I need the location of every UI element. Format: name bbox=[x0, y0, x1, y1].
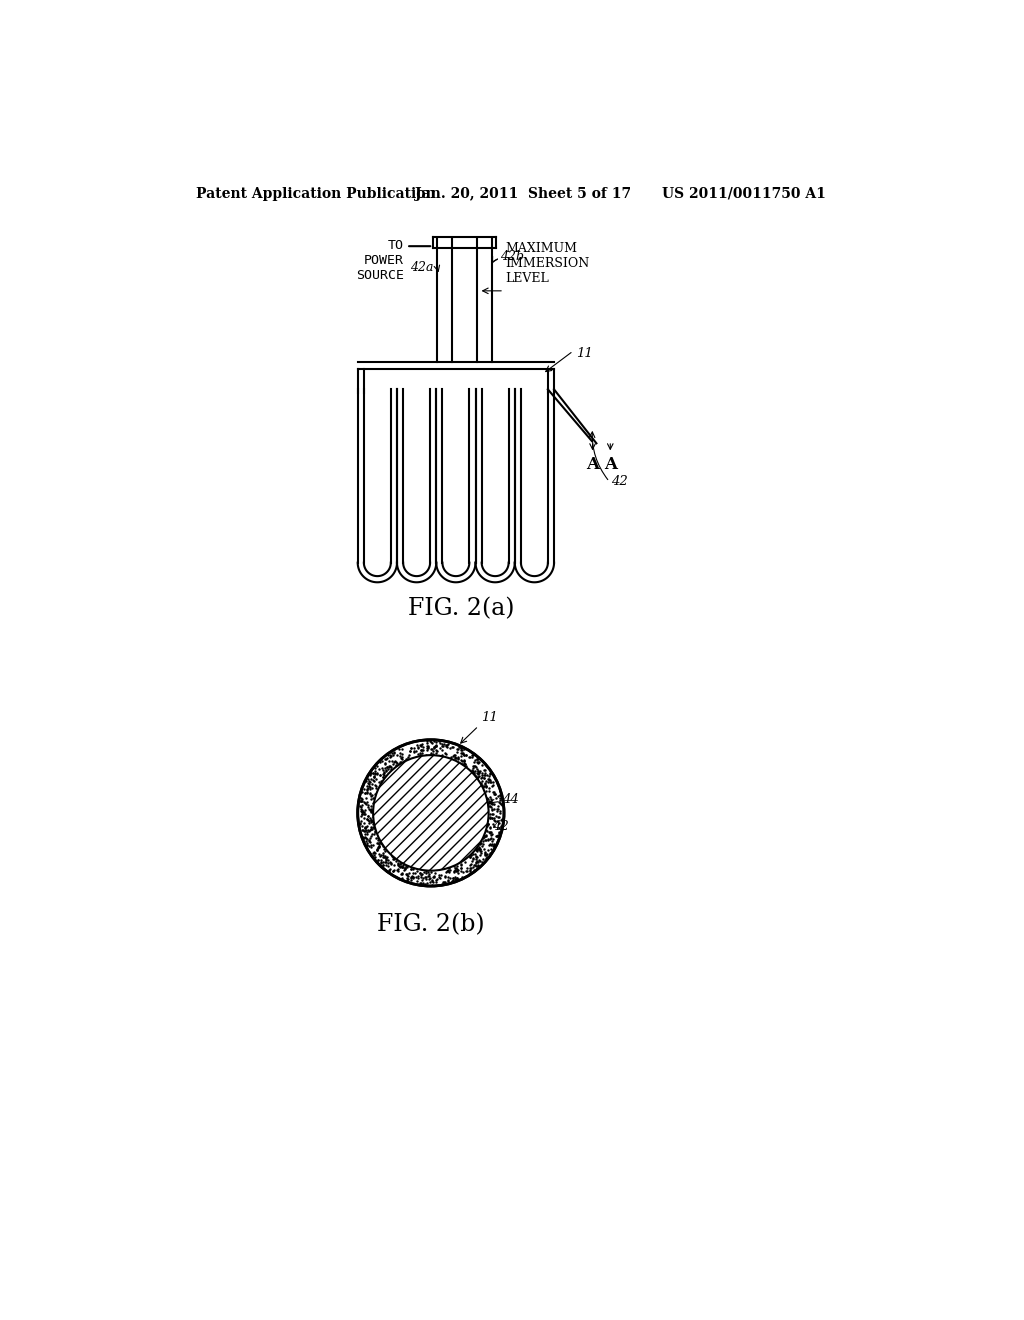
Circle shape bbox=[373, 755, 488, 871]
Text: A: A bbox=[586, 457, 599, 474]
Text: 42: 42 bbox=[611, 475, 628, 488]
Text: US 2011/0011750 A1: US 2011/0011750 A1 bbox=[662, 187, 825, 201]
Text: MAXIMUM
IMMERSION
LEVEL: MAXIMUM IMMERSION LEVEL bbox=[506, 242, 590, 285]
Text: 11: 11 bbox=[481, 711, 498, 725]
Text: TO
POWER
SOURCE: TO POWER SOURCE bbox=[356, 239, 403, 282]
Text: 42b: 42b bbox=[500, 251, 524, 264]
Text: 42: 42 bbox=[493, 820, 509, 833]
Circle shape bbox=[357, 739, 504, 886]
Text: 44: 44 bbox=[503, 792, 519, 805]
Text: FIG. 2(a): FIG. 2(a) bbox=[409, 598, 515, 620]
Text: 42a: 42a bbox=[411, 261, 434, 275]
Text: FIG. 2(b): FIG. 2(b) bbox=[377, 913, 484, 936]
Text: A: A bbox=[604, 457, 616, 474]
Text: Patent Application Publication: Patent Application Publication bbox=[196, 187, 435, 201]
Text: 11: 11 bbox=[575, 347, 592, 360]
Text: Jan. 20, 2011  Sheet 5 of 17: Jan. 20, 2011 Sheet 5 of 17 bbox=[416, 187, 632, 201]
